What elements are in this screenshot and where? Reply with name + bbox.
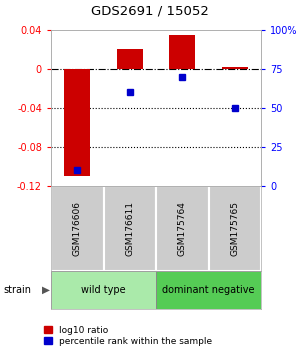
Bar (64, 69, 90, 176)
Bar (117, 50, 143, 69)
Text: GDS2691 / 15052: GDS2691 / 15052 (91, 5, 209, 18)
Text: dominant negative: dominant negative (162, 285, 255, 295)
Bar (51, 186, 104, 271)
Text: ▶: ▶ (41, 285, 50, 295)
Text: GSM176606: GSM176606 (73, 201, 82, 256)
Text: strain: strain (3, 285, 31, 295)
Bar (222, 67, 248, 69)
Bar (103, 186, 156, 271)
Bar (51, 271, 156, 309)
Text: GSM176611: GSM176611 (125, 201, 134, 256)
Bar (208, 186, 261, 271)
Legend: log10 ratio, percentile rank within the sample: log10 ratio, percentile rank within the … (40, 322, 216, 349)
Text: wild type: wild type (81, 285, 126, 295)
Text: GSM175765: GSM175765 (230, 201, 239, 256)
Text: GSM175764: GSM175764 (178, 201, 187, 256)
Bar (156, 186, 208, 271)
Bar (169, 35, 195, 69)
Bar (156, 271, 261, 309)
